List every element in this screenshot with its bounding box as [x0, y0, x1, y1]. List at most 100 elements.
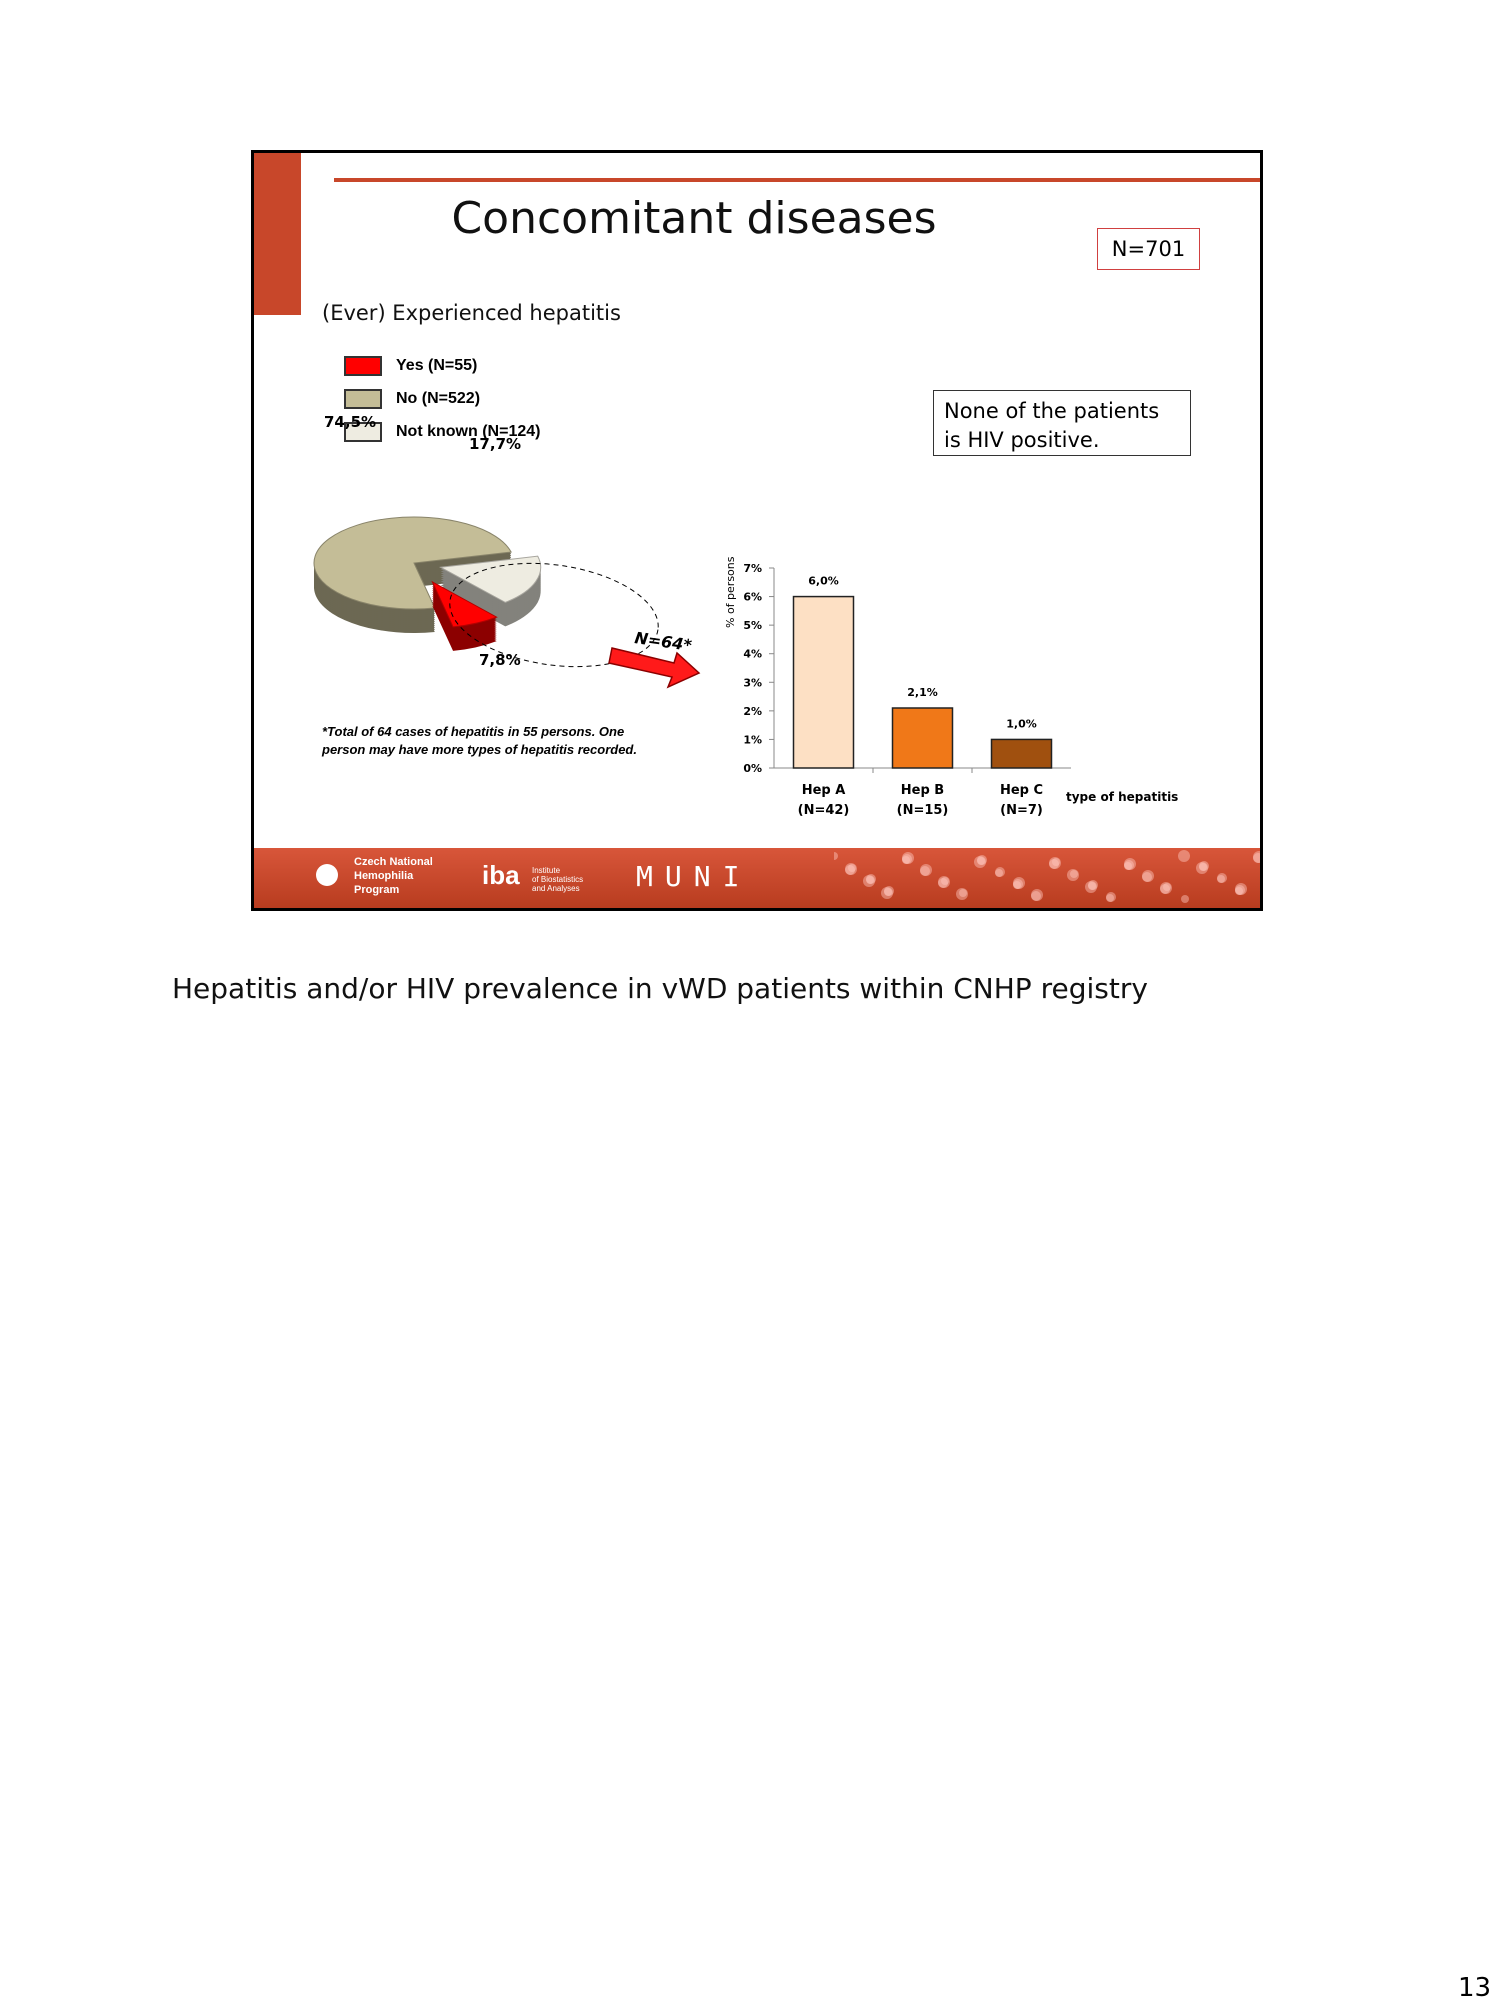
- decorative-dot: [920, 864, 932, 876]
- pie-data-label: 7,8%: [479, 651, 521, 669]
- legend-label: Not known (N=124): [396, 423, 541, 440]
- decorative-dot: [938, 878, 948, 888]
- pie-data-label: 74,5%: [324, 413, 376, 431]
- decorative-dot: [1070, 870, 1078, 878]
- pie-slice: [313, 516, 512, 610]
- x-axis-label: type of hepatitis: [1066, 790, 1178, 804]
- decorative-dot: [1142, 870, 1154, 882]
- decorative-dot: [941, 877, 949, 885]
- decorative-dot: [1106, 894, 1114, 902]
- decorative-dot: [1067, 869, 1079, 881]
- iba-logo: Institute of Biostatistics and Analyses: [532, 866, 584, 893]
- decorative-dot: [1142, 872, 1152, 882]
- decorative-dot: [1088, 880, 1098, 890]
- bar: [891, 707, 954, 769]
- footer-band: Czech National Hemophilia Program iba Inst…: [254, 848, 1260, 908]
- decorative-dot: [1013, 881, 1021, 889]
- pie-data-label: 17,7%: [469, 435, 521, 453]
- legend-item-not-known: Not known (N=124): [344, 422, 540, 442]
- legend-swatch: [344, 389, 382, 409]
- decorative-dot: [1106, 892, 1116, 902]
- decorative-dot: [1235, 885, 1245, 895]
- bar-chart: 0% 1% 2% 3% 4% 5% 6% 7% % of persons 6,0% Hep A (N=…: [724, 556, 1178, 818]
- decorative-dot: [845, 863, 857, 875]
- bar-data-label: 6,0%: [808, 575, 839, 588]
- y-tick-label: 5%: [743, 619, 762, 632]
- decorative-dot: [1031, 889, 1043, 901]
- decorative-dot: [1253, 853, 1260, 863]
- caption: Hepatitis and/or HIV prevalence in vWD p…: [172, 972, 1148, 1005]
- decorative-dot: [884, 888, 892, 896]
- decorative-dot: [1049, 857, 1061, 869]
- slide-title: Concomitant diseases: [451, 193, 937, 244]
- decorative-dot: [1088, 882, 1096, 890]
- hiv-note: None of the patients is HIV positive.: [933, 390, 1191, 456]
- cnhp-logo: Czech National Hemophilia Program: [354, 856, 433, 896]
- decorative-dot: [959, 889, 967, 897]
- legend-swatch: [344, 422, 382, 442]
- footnote-line: *Total of 64 cases of hepatitis in 55 pe…: [322, 724, 625, 739]
- y-tick-label: 3%: [743, 676, 762, 689]
- decorative-dot: [902, 856, 910, 864]
- decorative-dot: [995, 867, 1005, 877]
- molecule-pattern: [834, 850, 1260, 903]
- decorative-dot: [1253, 851, 1260, 863]
- x-tick-label-n: (N=15): [897, 803, 949, 818]
- decorative-dot: [1163, 883, 1171, 891]
- legend-label: Yes (N=55): [396, 357, 478, 374]
- y-tick-label: 2%: [743, 705, 762, 718]
- decorative-dot: [938, 876, 950, 888]
- decorative-dot: [995, 869, 1003, 877]
- decorative-dot: [1160, 882, 1172, 894]
- decorative-dot: [1124, 860, 1134, 870]
- decorative-dot: [977, 857, 985, 865]
- decorative-dot: [1181, 895, 1189, 903]
- decorative-dot: [977, 855, 987, 865]
- y-axis-label: % of persons: [724, 556, 737, 628]
- charts: 74,5%17,7%7,8% N=64* 0%1%2%3%4%5%6%7%% o…: [313, 413, 1178, 818]
- decorative-dot: [1124, 862, 1132, 870]
- decorative-dot: [956, 888, 968, 900]
- legend-swatch: [344, 356, 382, 376]
- title-rule: [334, 178, 1260, 182]
- y-tick-label: 0%: [743, 762, 762, 775]
- footnote-line: person may have more types of hepatitis …: [322, 742, 637, 757]
- decorative-dot: [902, 852, 914, 864]
- decorative-dot: [1196, 862, 1208, 874]
- x-tick-label: Hep A: [802, 783, 846, 798]
- decorative-dot: [1031, 891, 1041, 901]
- decorative-dot: [845, 865, 855, 875]
- pie-slice: [431, 580, 498, 628]
- bar-data-label: 2,1%: [907, 686, 938, 699]
- y-tick-label: 4%: [743, 648, 762, 661]
- subtitle: (Ever) Experienced hepatitis: [322, 301, 621, 325]
- y-tick-label: 7%: [743, 562, 762, 575]
- decorative-dot: [1217, 873, 1227, 883]
- decorative-dot: [884, 886, 894, 896]
- slide: Concomitant diseases N=701 (Ever) Experi…: [251, 150, 1263, 911]
- decorative-dot: [881, 887, 893, 899]
- decorative-dot: [1217, 875, 1225, 883]
- decorative-dot: [848, 864, 856, 872]
- x-tick-label: Hep C: [1000, 783, 1043, 798]
- decorative-dot: [1235, 883, 1247, 895]
- decorative-dot: [974, 856, 986, 868]
- decorative-dot: [902, 854, 912, 864]
- decorative-dot: [1178, 850, 1190, 862]
- page-number: 13: [1458, 1973, 1492, 2000]
- decorative-dot: [1199, 861, 1209, 871]
- decorative-dot: [1013, 877, 1025, 889]
- pie-slice: [439, 555, 542, 603]
- arrow-icon: [608, 647, 701, 689]
- accent-bar: [254, 153, 301, 315]
- legend-item-yes: Yes (N=55): [344, 356, 477, 376]
- footnote: *Total of 64 cases of hepatitis in 55 pe…: [322, 723, 637, 759]
- x-tick-label-n: (N=7): [1000, 803, 1043, 818]
- decorative-dot: [1085, 881, 1097, 893]
- muni-logo: MUNI: [636, 860, 752, 893]
- decorative-dot: [1160, 884, 1170, 894]
- decorative-dot: [1199, 863, 1207, 871]
- decorative-dot: [1013, 879, 1023, 889]
- pie-chart: 74,5% 17,7% 7,8%: [313, 413, 542, 669]
